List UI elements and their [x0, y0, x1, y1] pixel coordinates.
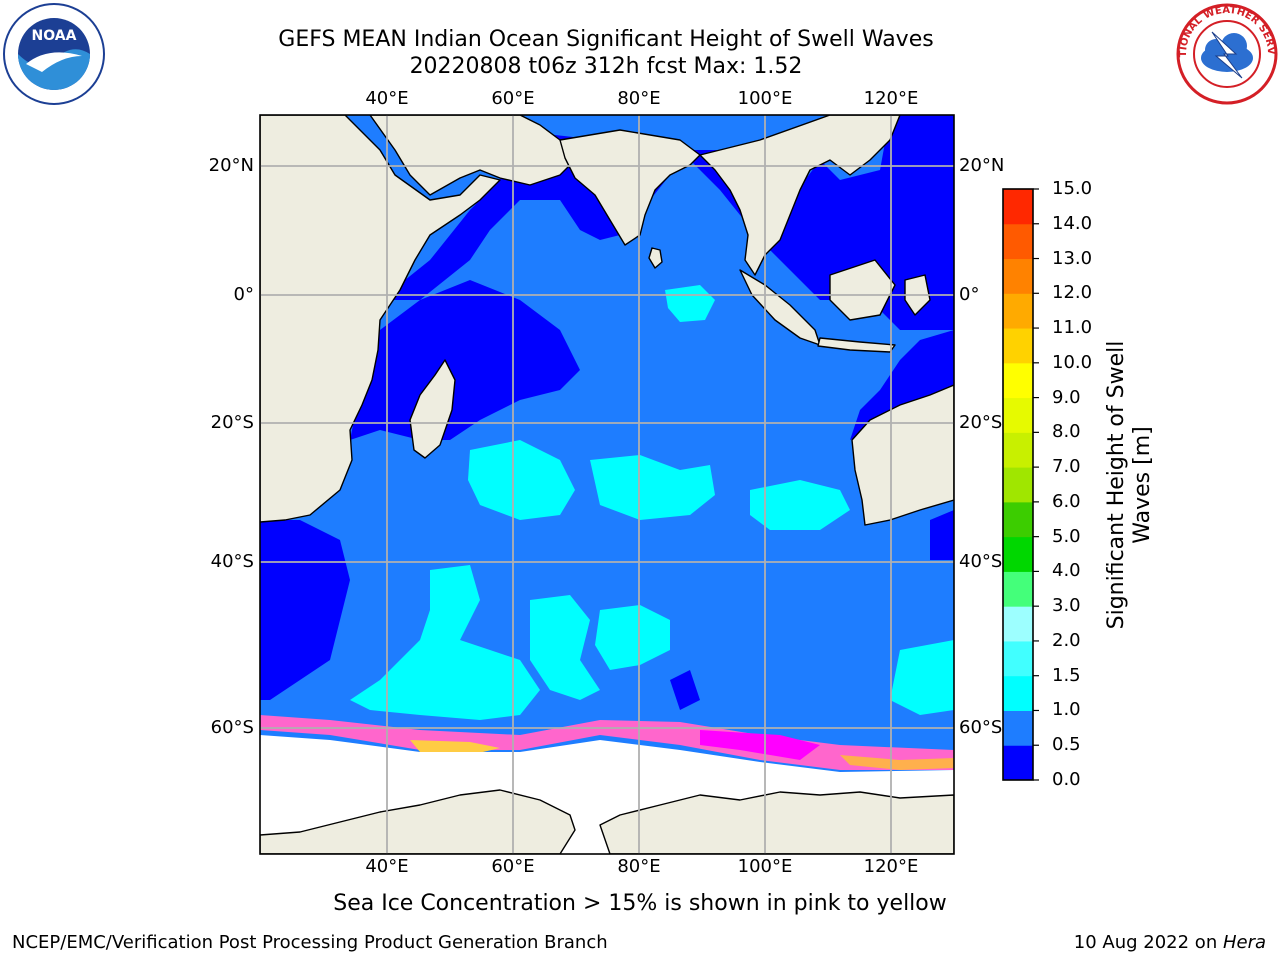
colorbar-tick-marks	[1033, 188, 1039, 781]
x-tick-bottom: 120°E	[863, 856, 919, 877]
colorbar-block	[1003, 328, 1033, 364]
high-swell-regions	[350, 285, 954, 720]
x-tick-bottom: 80°E	[617, 856, 661, 877]
y-tick-right: 40°S	[959, 551, 1003, 572]
footer-host: Hera	[1222, 932, 1266, 953]
colorbar-block	[1003, 397, 1033, 433]
colorbar-block	[1003, 606, 1033, 642]
colorbar-block	[1003, 432, 1033, 468]
colorbar-tick-label: 9.0	[1052, 386, 1081, 408]
colorbar-block	[1003, 710, 1033, 746]
x-tick-bottom: 100°E	[737, 856, 793, 877]
land-arabia	[369, 115, 576, 196]
colorbar-tick-label: 15.0	[1052, 178, 1093, 199]
colorbar-label-line1: Significant Height of Swell	[1104, 340, 1129, 630]
map-frame	[259, 114, 955, 855]
y-tick-left: 20°S	[210, 412, 254, 433]
land-antarctica-east	[599, 791, 954, 854]
caption: Sea Ice Concentration > 15% is shown in …	[333, 891, 947, 916]
colorbar-block	[1003, 571, 1033, 607]
colorbar-block	[1003, 258, 1033, 294]
map-grid	[260, 115, 954, 854]
y-tick-left: 20°N	[208, 155, 254, 176]
landmasses	[260, 115, 954, 854]
x-tick-top: 100°E	[737, 88, 793, 109]
colorbar-label-line2: Waves [m]	[1130, 426, 1155, 544]
colorbar-tick-label: 13.0	[1052, 247, 1093, 269]
colorbar-block	[1003, 362, 1033, 399]
land-africa	[260, 115, 501, 523]
x-tick-bottom: 40°E	[365, 856, 409, 877]
noaa-logo-text: NOAA	[32, 28, 77, 44]
chart-title: GEFS MEAN Indian Ocean Significant Heigh…	[278, 27, 934, 52]
colorbar-block	[1003, 536, 1033, 572]
y-tick-right: 0°	[959, 284, 980, 305]
colorbar-tick-label: 7.0	[1052, 456, 1081, 478]
colorbar-tick-label: 2.0	[1052, 629, 1081, 651]
colorbar-tick-label: 0.0	[1052, 769, 1081, 790]
x-tick-top: 40°E	[365, 88, 409, 109]
colorbar-tick-label: 10.0	[1052, 351, 1093, 373]
x-tick-bottom: 60°E	[491, 856, 535, 877]
land-australia	[851, 384, 954, 526]
colorbar-tick-label: 6.0	[1052, 490, 1081, 512]
footer-date-text: 10 Aug 2022 on	[1073, 932, 1223, 953]
land-java	[817, 337, 896, 353]
land-india	[559, 129, 701, 246]
colorbar-block	[1003, 675, 1033, 711]
colorbar-tick-label: 4.0	[1052, 560, 1081, 582]
x-tick-top: 80°E	[617, 88, 661, 109]
colorbar-block	[1003, 745, 1033, 781]
y-tick-right: 60°S	[959, 717, 1003, 738]
colorbar-tick-label: 12.0	[1052, 282, 1093, 304]
colorbar-tick-label: 0.5	[1052, 734, 1081, 756]
colorbar-tick-label: 3.0	[1052, 595, 1081, 617]
colorbar-block	[1003, 293, 1033, 329]
y-tick-right: 20°N	[959, 155, 1005, 176]
colorbar-block	[1003, 223, 1033, 260]
colorbar-blocks	[1003, 189, 1033, 781]
colorbar-block	[1003, 189, 1033, 225]
x-tick-top: 120°E	[863, 88, 919, 109]
colorbar-tick-label: 1.0	[1052, 699, 1081, 721]
land-sri-lanka	[648, 247, 663, 269]
sea-ice-band	[260, 715, 954, 770]
colorbar-tick-label: 11.0	[1052, 317, 1093, 339]
y-tick-left: 0°	[233, 284, 254, 305]
colorbar-block	[1003, 640, 1033, 677]
footer-credit: NCEP/EMC/Verification Post Processing Pr…	[12, 932, 608, 953]
colorbar-frame	[1002, 188, 1034, 781]
land-antarctica	[260, 789, 576, 854]
nws-logo: NATIONAL WEATHER SERVICE	[1176, 2, 1278, 105]
y-tick-left: 40°S	[210, 551, 254, 572]
y-tick-right: 20°S	[959, 412, 1003, 433]
land-madagascar	[409, 359, 456, 459]
colorbar-tick-label: 1.5	[1052, 664, 1081, 686]
land-borneo	[829, 259, 896, 321]
noaa-logo: NOAA	[3, 3, 105, 105]
x-tick-top: 60°E	[491, 88, 535, 109]
colorbar-tick-label: 14.0	[1052, 212, 1093, 234]
colorbar-tick-label: 5.0	[1052, 525, 1081, 547]
colorbar-block	[1003, 467, 1033, 503]
colorbar-tick-label: 8.0	[1052, 421, 1081, 443]
land-se-asia	[699, 115, 901, 276]
chart-subtitle: 20220808 t06z 312h fcst Max: 1.52	[409, 54, 803, 79]
footer-date: 10 Aug 2022 on Hera	[1074, 933, 1266, 953]
colorbar-label: Significant Height of Swell Waves [m]	[1104, 325, 1156, 645]
colorbar-block	[1003, 501, 1033, 538]
y-tick-left: 60°S	[210, 717, 254, 738]
